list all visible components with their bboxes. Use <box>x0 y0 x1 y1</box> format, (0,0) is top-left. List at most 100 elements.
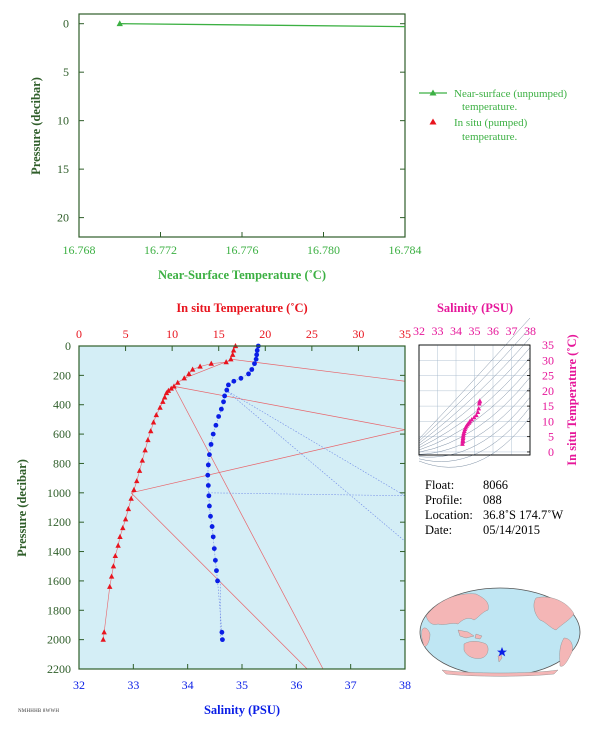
temperature-point <box>153 412 160 418</box>
salinity-point <box>205 472 211 478</box>
float-info: Float: 8066 Profile: 088 Location: 36.8˚S 1… <box>425 478 563 538</box>
location-label: Location: <box>425 508 473 522</box>
salinity-tick-label: 32 <box>73 678 85 692</box>
float-label: Float: <box>425 478 455 492</box>
ts-point <box>474 412 479 418</box>
pressure-tick-label: 1800 <box>47 603 71 617</box>
ts-temperature-tick-label: 30 <box>542 353 554 367</box>
salinity-axis-ticks: 32 33 34 35 36 37 38 <box>73 664 411 692</box>
temperature-point <box>117 533 123 539</box>
ts-salinity-tick-label: 32 <box>413 324 425 338</box>
temperature-point <box>189 366 196 372</box>
salinity-point <box>238 375 244 381</box>
near-surface-y-tick-label: 15 <box>57 162 69 176</box>
salinity-point <box>231 378 237 384</box>
date-label: Date: <box>425 523 453 537</box>
temperature-point <box>186 370 192 376</box>
salinity-point <box>218 406 224 412</box>
temperature-point <box>101 629 107 635</box>
map-land-africa <box>421 627 431 647</box>
legend-pumped-line2: temperature. <box>462 131 518 143</box>
temperature-connector <box>230 358 406 382</box>
salinity-point <box>214 568 219 574</box>
ts-density-contour <box>418 406 531 462</box>
profile-value: 088 <box>483 493 502 507</box>
ts-point <box>469 416 475 422</box>
pressure-axis-ticks: 0 200 400 600 800 1000 1200 1400 1600 1800 2000 220… <box>47 339 405 676</box>
salinity-point <box>213 422 219 428</box>
salinity-point <box>252 361 257 367</box>
temperature-point <box>175 379 181 385</box>
legend-red-marker <box>429 118 437 125</box>
near-surface-marker <box>116 20 123 27</box>
temperature-point <box>145 436 151 443</box>
near-surface-y-tick-label: 20 <box>57 211 69 225</box>
pressure-tick-label: 200 <box>53 368 71 382</box>
ts-temperature-tick-label: 15 <box>542 399 554 413</box>
temperature-tick-label: 30 <box>352 327 364 341</box>
pressure-tick-label: 2000 <box>47 633 71 647</box>
salinity-tick-label: 38 <box>399 678 411 692</box>
temperature-connector <box>173 386 406 431</box>
salinity-point <box>208 441 214 447</box>
date-value: 05/14/2015 <box>483 523 540 537</box>
temperature-point <box>160 398 166 404</box>
ts-density-contour <box>418 416 531 468</box>
temperature-point <box>125 505 132 512</box>
temperature-point <box>157 404 163 410</box>
ts-temperature-tick-label: 0 <box>548 445 554 459</box>
salinity-point <box>215 578 220 584</box>
salinity-tick-label: 34 <box>182 678 194 692</box>
salinity-connector <box>225 389 406 542</box>
map-land-north-america <box>533 596 575 631</box>
map-land-south-america <box>559 637 573 667</box>
salinity-point <box>208 513 213 519</box>
ts-temperature-tick-label: 10 <box>542 414 554 428</box>
legend-green-marker <box>429 89 437 96</box>
temperature-point <box>223 359 229 365</box>
near-surface-y-tick-label: 0 <box>63 17 69 31</box>
salinity-point <box>219 629 225 635</box>
salinity-point <box>207 503 212 509</box>
near-surface-x-tick-label: 16.784 <box>389 243 422 257</box>
footer-text: NMHHHB 8WWH <box>18 709 60 714</box>
float-value: 8066 <box>483 478 508 492</box>
temperature-point <box>168 385 174 391</box>
near-surface-x-tick-label: 16.780 <box>307 243 340 257</box>
temperature-tick-label: 10 <box>166 327 178 341</box>
float-location-star-icon <box>497 647 507 657</box>
legend-unpumped-line1: Near-surface (unpumped) <box>454 88 567 100</box>
pressure-tick-label: 1200 <box>47 515 71 529</box>
salinity-point <box>205 462 211 468</box>
near-surface-legend: Near-surface (unpumped) temperature. In … <box>419 88 567 143</box>
pressure-tick-label: 1400 <box>47 545 71 559</box>
location-value: 36.8˚S 174.7˚W <box>483 508 564 522</box>
salinity-axis-label: Salinity (PSU) <box>204 703 280 717</box>
near-surface-data <box>116 20 406 28</box>
salinity-point <box>206 493 212 499</box>
profile-panel: 0 5 10 15 20 25 30 35 32 33 34 35 36 37 38 0 200 400 600… <box>15 301 411 717</box>
world-map <box>419 587 581 677</box>
salinity-point <box>254 348 260 353</box>
near-surface-x-tick-label: 16.776 <box>226 243 259 257</box>
temperature-point <box>128 495 134 501</box>
salinity-tick-label: 36 <box>290 678 302 692</box>
pressure-tick-label: 1600 <box>47 574 71 588</box>
ts-temperature-tick-label: 5 <box>548 430 554 444</box>
temperature-point <box>148 428 154 434</box>
temperature-point <box>161 394 168 400</box>
pressure-tick-label: 1000 <box>47 486 71 500</box>
near-surface-line <box>119 23 406 28</box>
ts-density-contour <box>418 367 531 451</box>
ts-density-contour <box>418 377 531 453</box>
ts-frame <box>418 344 531 456</box>
legend-pumped-line1: In situ (pumped) <box>454 117 528 129</box>
ts-data <box>460 398 483 446</box>
temperature-point <box>110 563 117 569</box>
near-surface-y-ticks: 0 5 10 15 20 <box>57 17 405 225</box>
ts-salinity-tick-label: 38 <box>524 324 536 338</box>
temperature-point <box>100 636 106 642</box>
salinity-point <box>211 546 217 552</box>
pressure-tick-label: 800 <box>53 456 71 470</box>
